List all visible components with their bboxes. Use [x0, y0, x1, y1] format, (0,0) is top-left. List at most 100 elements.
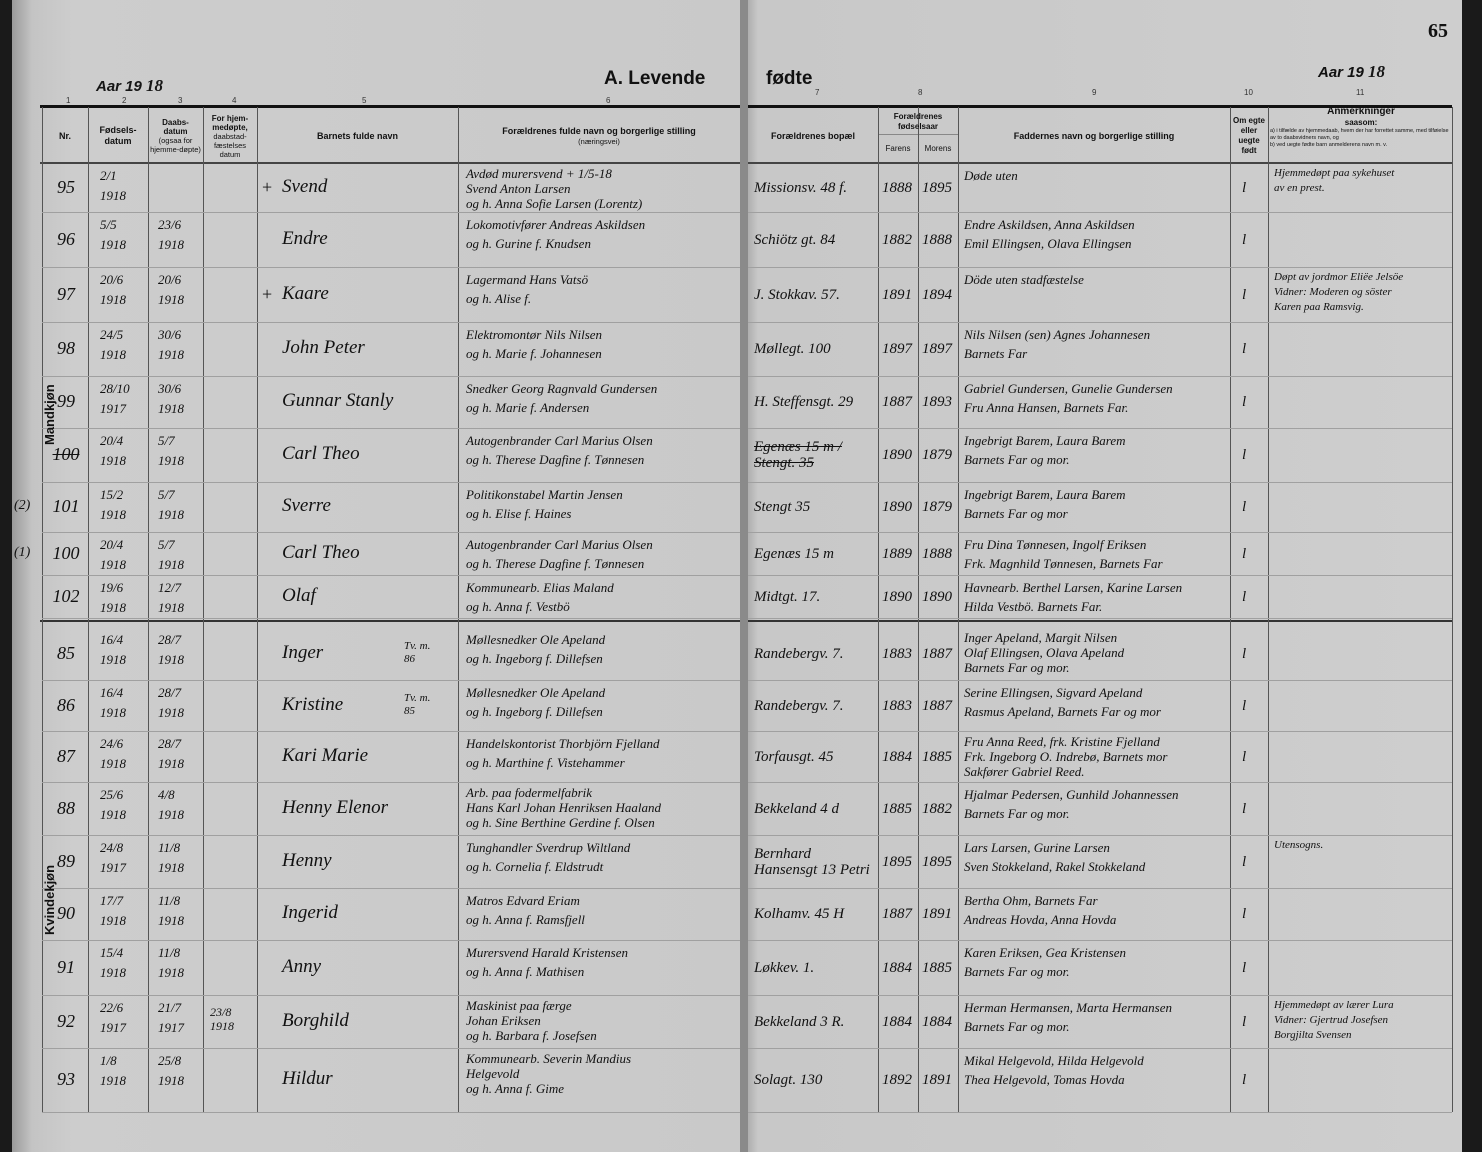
- parents-line: Møllesnedker Ole Apeland: [466, 685, 606, 700]
- title-right: fødte: [766, 68, 813, 89]
- rule-top-left: [40, 105, 740, 108]
- parents-residence: Kolhamv. 45 H: [754, 906, 845, 922]
- column-divider: [148, 107, 149, 1112]
- row-divider: [748, 482, 1452, 483]
- parents-line: Kommunearb. Severin Mandius: [466, 1051, 632, 1066]
- godparents-line: Hilda Vestbö. Barnets Far.: [964, 599, 1103, 614]
- birth-year: 1918: [100, 913, 126, 928]
- baptism-date: 23/6: [158, 217, 182, 232]
- parents-residence: Missionsv. 48 f.: [754, 179, 848, 196]
- row-divider: [42, 1112, 740, 1113]
- parents-line: Lagermand Hans Vatsö: [466, 272, 589, 287]
- parents-line: Autogenbrander Carl Marius Olsen: [466, 537, 653, 552]
- godparents-line: Fru Dina Tønnesen, Ingolf Eriksen: [964, 537, 1147, 552]
- birth-year: 1917: [100, 401, 126, 416]
- birth-date: 24/6: [100, 736, 124, 751]
- row-divider: [42, 618, 740, 619]
- entry-number: 100: [52, 542, 80, 563]
- col-parents: Forældrenes fulde navn og borgerlige sti…: [458, 110, 740, 162]
- godparents-line: Andreas Hovda, Anna Hovda: [964, 912, 1117, 927]
- entry-number: 86: [57, 694, 75, 715]
- remarks-a: a) i tilfælde av hjemmedaab, hvem der ha…: [1270, 128, 1449, 141]
- birth-year: 1918: [100, 507, 126, 522]
- parents-residence: Egenæs 15 m / Stengt. 35: [754, 439, 842, 471]
- parents-residence: Egenæs 15 m: [754, 545, 834, 562]
- entry-number: 95: [57, 176, 75, 197]
- baptism-year: 1918: [158, 292, 184, 307]
- father-birth-year: 1883: [882, 697, 912, 714]
- row-divider: [748, 888, 1452, 889]
- row-divider: [748, 322, 1452, 323]
- father-birth-year: 1887: [882, 906, 912, 922]
- row-divider: [748, 428, 1452, 429]
- godparents-line: Bertha Ohm, Barnets Far: [964, 893, 1098, 908]
- row-divider: [42, 680, 740, 681]
- entry-number: 90: [57, 903, 75, 923]
- margin-note: (2): [14, 498, 31, 513]
- mother-birth-year: 1893: [922, 394, 952, 410]
- parents-residence: Stengt 35: [754, 499, 811, 515]
- baptism-date: 11/8: [158, 893, 181, 908]
- child-name: Svend: [282, 175, 328, 197]
- birth-date: 16/4: [100, 685, 124, 700]
- parents-residence: Randebergv. 7.: [754, 645, 844, 662]
- parents-line: og h. Therese Dagfine f. Tønnesen: [466, 452, 645, 467]
- mother-birth-year: 1882: [922, 800, 952, 817]
- godparents-line: Ingebrigt Barem, Laura Barem: [964, 433, 1126, 448]
- remark-line: Utensogns.: [1274, 839, 1324, 851]
- home-note: daabstad-fæstelses datum: [213, 131, 247, 159]
- parents-line: Handelskontorist Thorbjörn Fjelland: [466, 736, 660, 751]
- father-birth-year: 1895: [882, 853, 912, 870]
- godparents-line: Mikal Helgevold, Hilda Helgevold: [964, 1053, 1144, 1068]
- baptism-date: 20/6: [158, 272, 182, 287]
- column-number: 11: [1356, 88, 1365, 97]
- col-baptism-date: Daabs- datum (ogsaa for hjemme-døpte): [148, 110, 203, 162]
- legitimacy-mark: l: [1242, 800, 1247, 817]
- birth-year: 1918: [100, 807, 126, 822]
- mother-birth-year: 1879: [922, 447, 952, 463]
- row-divider: [748, 680, 1452, 681]
- parents-line: og h. Marthine f. Vistehammer: [466, 755, 625, 770]
- row-divider: [42, 782, 740, 783]
- parents-line: Svend Anton Larsen: [466, 181, 571, 196]
- birth-date: 20/4: [100, 433, 124, 448]
- row-divider: [42, 322, 740, 323]
- godparents-line: Herman Hermansen, Marta Hermansen: [964, 1000, 1172, 1015]
- entry-number: 92: [57, 1010, 75, 1031]
- father-birth-year: 1897: [882, 341, 912, 357]
- year-prefix: Aar 19: [1318, 64, 1364, 81]
- column-divider: [458, 107, 459, 1112]
- baptism-year: 1918: [158, 557, 184, 572]
- remarks-sub: saasom:: [1344, 118, 1378, 127]
- column-divider: [257, 107, 258, 1112]
- entry-number: 85: [57, 642, 75, 663]
- legitimacy-mark: l: [1242, 853, 1247, 870]
- baptism-date: 4/8: [158, 787, 175, 802]
- row-divider: [42, 267, 740, 268]
- child-name: Hildur: [282, 1068, 333, 1089]
- parents-line: og h. Anna f. Gime: [466, 1081, 564, 1096]
- father-birth-year: 1883: [882, 645, 912, 662]
- entry-number: 102: [52, 585, 80, 606]
- entry-number: 99: [57, 391, 75, 411]
- left-page: [12, 0, 740, 1152]
- godparents-line: Frk. Ingeborg O. Indrebø, Barnets mor: [964, 749, 1168, 764]
- parents-line: og h. Gurine f. Knudsen: [466, 236, 591, 251]
- remark-line: Hjemmedøpt paa sykehuset: [1274, 167, 1395, 179]
- parents-line: Lokomotivfører Andreas Askildsen: [466, 217, 646, 232]
- child-name: Endre: [282, 227, 328, 249]
- birth-date: 15/4: [100, 945, 124, 960]
- parents-line: Politikonstabel Martin Jensen: [466, 487, 623, 502]
- entry-number: 101: [52, 496, 80, 516]
- baptism-year: 1918: [158, 600, 184, 615]
- father-birth-year: 1884: [882, 959, 912, 976]
- entry-number: 91: [57, 956, 75, 977]
- row-divider: [748, 1112, 1452, 1113]
- twin-note: Tv. m. 86: [404, 639, 431, 665]
- parents-note: (næringsvei): [578, 137, 620, 146]
- baptism-date: 11/8: [158, 945, 181, 960]
- section-female: Kvindekjøn: [42, 864, 57, 935]
- baptism-year: 1918: [158, 347, 184, 362]
- legitimacy-mark: l: [1242, 1072, 1247, 1088]
- remarks-title: Anmerkninger: [1327, 106, 1395, 117]
